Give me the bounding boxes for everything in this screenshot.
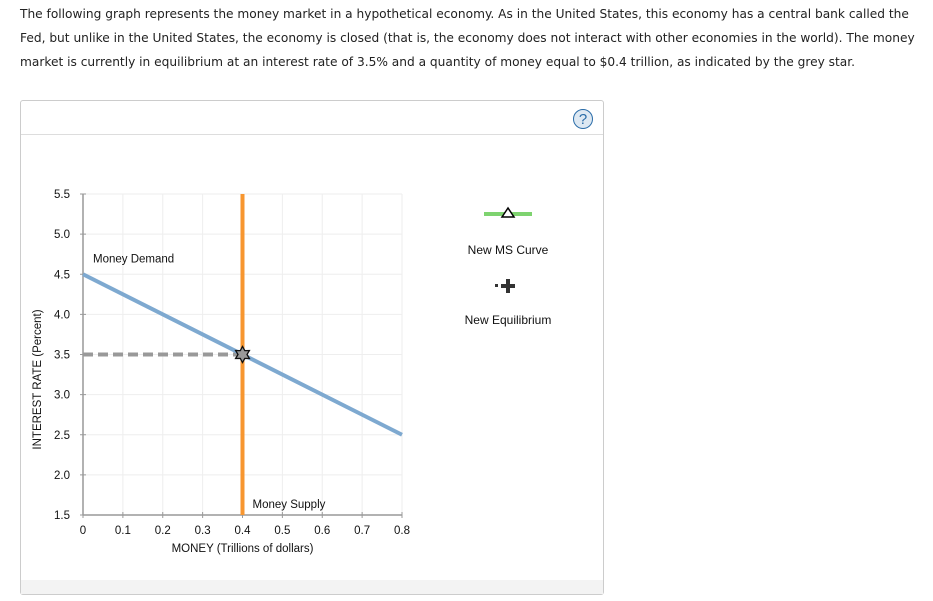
help-button[interactable]: ?	[573, 109, 593, 129]
x-tick-label: 0.2	[155, 525, 171, 537]
new-equilibrium-tool-icon[interactable]	[501, 279, 515, 293]
panel-footer	[21, 580, 603, 594]
graph-panel: ?	[20, 100, 604, 595]
legend-new-ms-label: New MS Curve	[467, 243, 549, 257]
question-text: The following graph represents the money…	[20, 7, 915, 69]
y-tick-label: 2.5	[54, 430, 70, 442]
y-tick-label: 1.5	[54, 510, 70, 522]
equilibrium-star-icon	[234, 345, 251, 364]
money-demand-label: Money Demand	[93, 253, 174, 265]
dot-icon	[495, 284, 498, 287]
triangle-icon	[500, 206, 516, 218]
y-axis-label: INTEREST RATE (Percent)	[32, 309, 44, 449]
x-tick-label: 0.4	[235, 525, 252, 537]
money-supply-label: Money Supply	[253, 499, 326, 511]
y-tick-label: 3.0	[54, 390, 70, 402]
x-tick-label: 0.6	[314, 525, 330, 537]
y-tick-label: 4.0	[54, 309, 70, 321]
x-tick-label: 0.8	[394, 525, 410, 537]
x-tick-label: 0	[80, 525, 86, 537]
y-tick-label: 3.5	[54, 350, 70, 362]
y-tick-label: 5.0	[54, 229, 70, 241]
x-tick-label: 0.5	[274, 525, 290, 537]
x-tick-label: 0.1	[115, 525, 131, 537]
y-tick-label: 5.5	[54, 189, 70, 201]
y-tick-label: 4.5	[54, 269, 70, 281]
legend-new-eq-label: New Equilibrium	[464, 313, 552, 327]
x-tick-label: 0.7	[354, 525, 370, 537]
panel-header: ?	[21, 101, 603, 135]
y-tick-label: 2.0	[54, 470, 70, 482]
x-axis-label: MONEY (Trillions of dollars)	[172, 543, 314, 555]
x-tick-label: 0.3	[195, 525, 211, 537]
